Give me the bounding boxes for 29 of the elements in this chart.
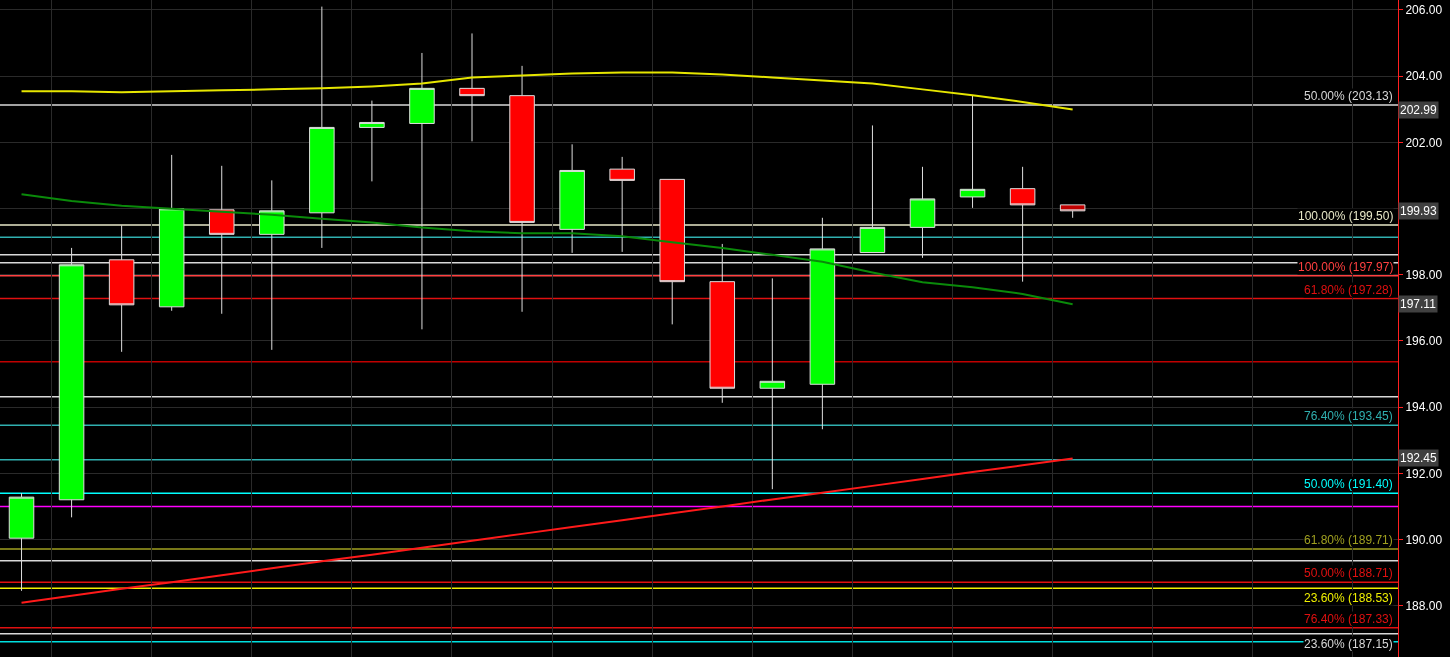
ref-line-label: 50.00% (203.13) (1304, 89, 1393, 103)
ref-line-label: 23.60% (187.15) (1304, 637, 1393, 651)
line-series (20, 193, 1074, 306)
y-tick-label: 188.00 (1405, 598, 1443, 613)
y-tick-label: 198.00 (1405, 267, 1443, 282)
ref-line-label: 100.00% (197.97) (1298, 260, 1394, 274)
y-tick-label: 190.00 (1405, 532, 1443, 547)
ref-line-label: 61.80% (189.71) (1304, 533, 1393, 547)
y-tick-label: 196.00 (1405, 334, 1443, 349)
ref-line-label: 76.40% (187.33) (1304, 612, 1393, 626)
ref-line-label: 23.60% (188.53) (1304, 591, 1393, 605)
annotation: 199.93 (1400, 204, 1438, 218)
line-series (20, 457, 1074, 604)
annotation: 197.11 (1400, 297, 1437, 311)
y-tick-label: 194.00 (1405, 400, 1443, 415)
y-tick-label: 206.00 (1405, 3, 1443, 18)
ref-line-label: 50.00% (191.40) (1304, 477, 1393, 491)
y-tick-label: 192.00 (1405, 466, 1443, 481)
candlestick (609, 156, 635, 253)
ref-line-label: 50.00% (188.71) (1304, 566, 1393, 580)
line-series (20, 71, 1074, 111)
candlestick (1059, 204, 1086, 219)
ref-line-label: 76.40% (193.45) (1304, 409, 1393, 423)
y-tick-label: 202.00 (1405, 135, 1443, 150)
ref-line-label: 61.80% (197.28) (1304, 283, 1393, 297)
annotation: 202.99 (1400, 103, 1438, 117)
ref-line-label: 100.00% (199.50) (1298, 209, 1394, 223)
annotation: 192.45 (1400, 451, 1438, 465)
y-tick-label: 204.00 (1405, 69, 1443, 84)
